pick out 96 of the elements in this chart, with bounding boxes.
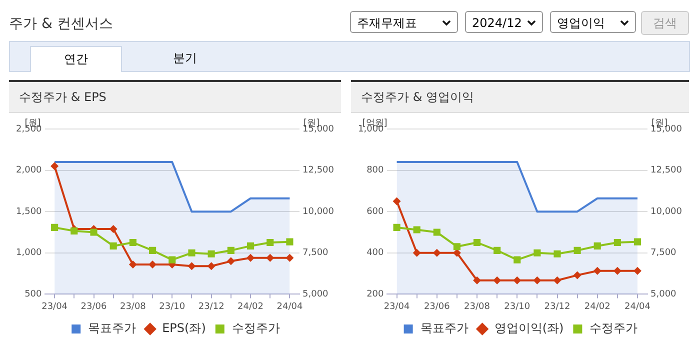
point	[392, 197, 401, 206]
point	[207, 262, 216, 270]
point	[534, 249, 541, 256]
point	[208, 250, 215, 258]
point	[514, 256, 521, 264]
text: 검색	[641, 11, 689, 35]
x-tick-label: 23/04	[384, 302, 410, 312]
point	[633, 266, 642, 275]
point	[473, 238, 481, 246]
legend-label: 수정주가	[590, 321, 638, 336]
y2-tick-label: 15,000	[302, 124, 334, 134]
y-tick-label: 2,500	[16, 124, 42, 134]
y2-tick-label: 5,000	[650, 290, 677, 300]
legend-label: EPS(좌)	[162, 321, 206, 336]
y-tick-label: 1,500	[16, 206, 42, 217]
y2-tick-label: 7,500	[650, 248, 677, 258]
y-tick-label: 600	[366, 206, 384, 217]
point	[433, 228, 440, 236]
point	[513, 276, 522, 284]
point	[168, 256, 176, 264]
point	[188, 262, 196, 270]
x-tick-label: 23/08	[464, 302, 490, 312]
point	[453, 243, 460, 250]
point	[128, 260, 137, 268]
point	[613, 266, 622, 275]
y2-tick-label: 7,500	[302, 248, 329, 258]
legend-label: 목표주가	[88, 321, 136, 336]
x-tick-label: 23/12	[544, 302, 570, 312]
y2-tick-label: 15,000	[650, 124, 682, 134]
text: 주재무제표	[350, 11, 458, 33]
x-tick-label: 23/06	[424, 302, 450, 312]
point	[266, 254, 274, 262]
point	[266, 238, 274, 246]
point	[393, 224, 400, 231]
x-tick-label: 24/02	[238, 302, 264, 312]
legend-label: 수정주가	[232, 321, 280, 336]
y2-tick-label: 12,500	[302, 166, 334, 176]
point	[110, 242, 117, 250]
point	[149, 246, 156, 254]
point	[50, 162, 59, 170]
text: 2024/12	[465, 11, 543, 33]
point	[634, 238, 642, 246]
legend-label: 영업이익(좌)	[494, 321, 564, 336]
y2-tick-label: 10,000	[302, 206, 334, 217]
x-tick-label: 24/02	[584, 302, 610, 312]
text: 분기	[172, 50, 198, 67]
point	[246, 242, 254, 250]
y-tick-label: 500	[24, 290, 42, 300]
x-tick-label: 23/06	[80, 302, 107, 312]
x-tick-label: 23/10	[504, 302, 530, 312]
point	[227, 246, 234, 254]
y-tick-label: 1,000	[16, 248, 42, 258]
point	[226, 257, 235, 266]
point	[412, 248, 421, 257]
text: 영업이익	[550, 11, 636, 33]
point	[90, 228, 98, 236]
x-tick-label: 24/04	[276, 302, 303, 312]
point	[493, 276, 502, 284]
point	[109, 224, 118, 233]
point	[70, 227, 78, 234]
y2-tick-label: 10,000	[650, 206, 682, 217]
point	[432, 248, 441, 257]
point	[593, 266, 602, 275]
point	[413, 226, 420, 234]
point	[574, 246, 581, 254]
legend-label: 목표주가	[420, 321, 468, 336]
point	[573, 271, 582, 280]
point	[51, 224, 58, 231]
point	[554, 250, 561, 258]
y2-tick-label: 5,000	[302, 290, 329, 300]
x-tick-label: 23/10	[159, 302, 186, 312]
x-tick-label: 24/04	[624, 302, 651, 312]
point	[533, 276, 542, 284]
x-tick-label: 23/04	[42, 302, 68, 312]
point	[494, 246, 501, 254]
text: 주가 & 컨센서스	[9, 15, 113, 33]
y-tick-label: 200	[366, 290, 384, 300]
point	[473, 276, 482, 284]
y-tick-label: 800	[366, 166, 384, 176]
y-tick-label: 1,000	[358, 124, 384, 134]
point	[188, 249, 196, 256]
point	[553, 276, 562, 284]
point	[594, 242, 601, 250]
point	[286, 254, 294, 262]
point	[614, 238, 621, 246]
y2-tick-label: 12,500	[650, 166, 682, 176]
point	[129, 238, 136, 246]
point	[246, 254, 255, 262]
y-tick-label: 2,000	[16, 166, 42, 176]
chart-title: 수정주가 & 영업이익	[351, 80, 689, 113]
chart-title: 수정주가 & EPS	[9, 80, 341, 113]
point	[286, 238, 294, 246]
y-tick-label: 400	[366, 248, 384, 258]
x-tick-label: 23/08	[120, 302, 146, 312]
text: 연간	[30, 46, 122, 72]
x-tick-label: 23/12	[198, 302, 224, 312]
